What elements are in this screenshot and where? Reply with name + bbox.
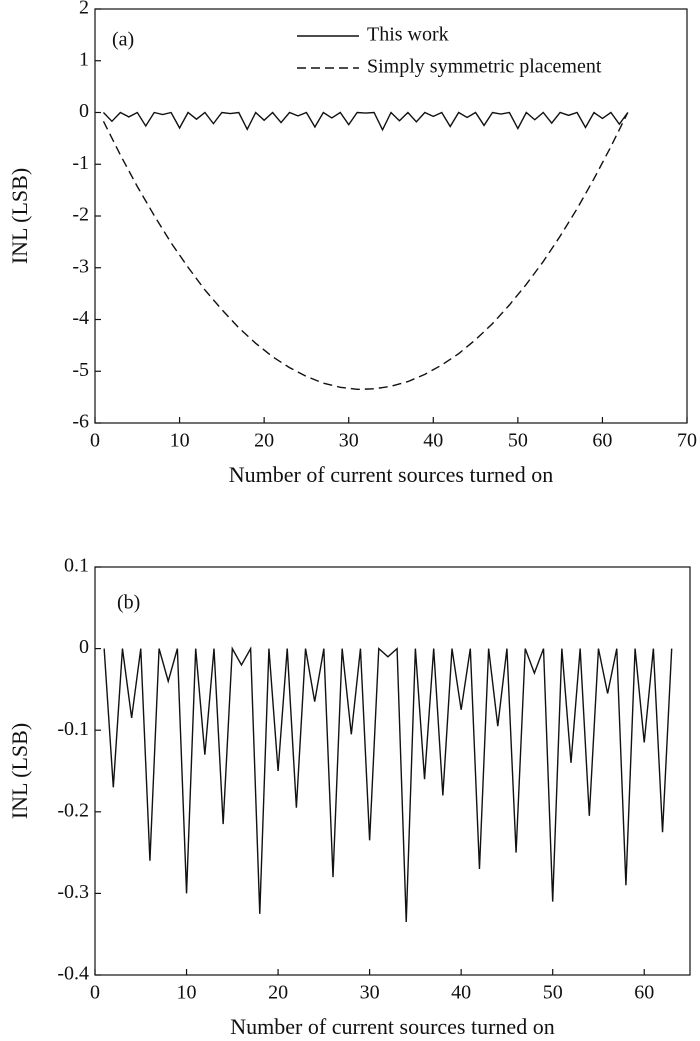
x-tick-label: 40 [423, 430, 443, 452]
x-tick-label: 10 [170, 430, 190, 452]
legend-label: Simply symmetric placement [367, 56, 602, 78]
y-axis-label: INL (LSB) [7, 168, 32, 264]
x-tick-label: 70 [677, 430, 697, 452]
data-line [103, 646, 673, 922]
y-tick-label: -0.3 [57, 881, 89, 903]
data-line [102, 111, 629, 132]
x-tick-label: 0 [90, 982, 100, 1004]
plot-frame [94, 566, 691, 976]
y-tick-label: -3 [72, 255, 89, 277]
y-tick-label: -6 [72, 411, 89, 433]
x-tick-label: 20 [268, 982, 288, 1004]
y-tick-label: 0 [79, 636, 89, 658]
x-tick-label: 60 [592, 430, 612, 452]
y-tick-label: 0.1 [64, 555, 89, 577]
x-tick-label: 10 [177, 982, 197, 1004]
x-axis-label: Number of current sources turned on [230, 1014, 554, 1039]
data-line [102, 112, 629, 391]
x-tick-label: 20 [254, 430, 274, 452]
x-tick-label: 0 [90, 430, 100, 452]
x-tick-label: 50 [543, 982, 563, 1004]
panel-label: (a) [112, 29, 134, 51]
y-tick-label: 2 [79, 0, 89, 19]
panel-label: (b) [117, 592, 140, 614]
x-tick-label: 30 [360, 982, 380, 1004]
x-tick-label: 50 [508, 430, 528, 452]
x-tick-label: 30 [339, 430, 359, 452]
y-axis-label: INL (LSB) [7, 723, 32, 819]
legend-label: This work [367, 24, 449, 46]
y-tick-label: -0.1 [57, 718, 89, 740]
x-tick-label: 60 [634, 982, 654, 1004]
x-axis-label: Number of current sources turned on [229, 462, 553, 487]
y-tick-label: -4 [72, 307, 89, 329]
y-tick-label: 1 [79, 48, 89, 70]
y-tick-label: -0.4 [57, 963, 89, 985]
y-tick-label: -0.2 [57, 799, 89, 821]
x-tick-label: 40 [451, 982, 471, 1004]
y-tick-label: -2 [72, 204, 89, 226]
y-tick-label: 0 [79, 100, 89, 122]
y-tick-label: -5 [72, 359, 89, 381]
y-tick-label: -1 [72, 152, 89, 174]
